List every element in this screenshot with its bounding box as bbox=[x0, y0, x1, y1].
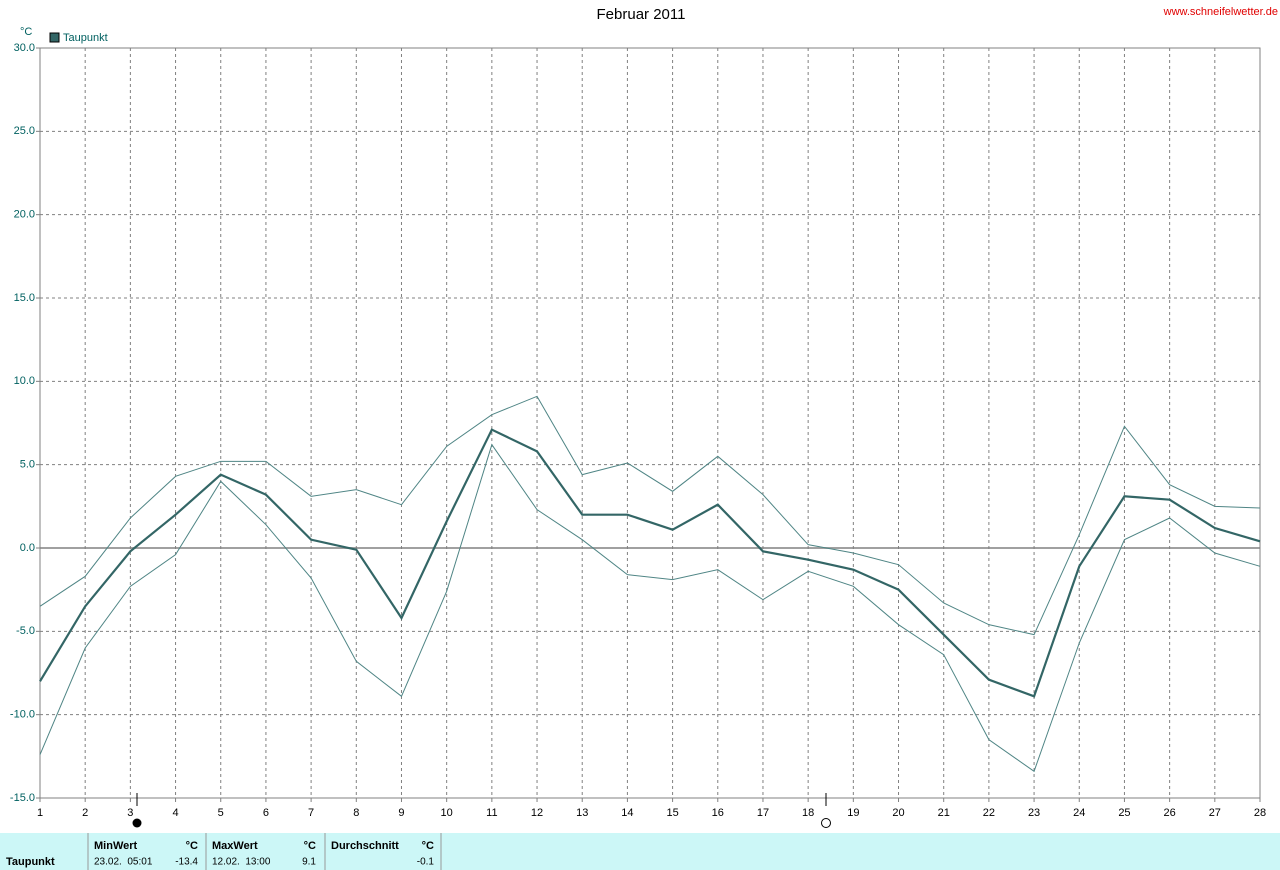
x-tick-label: 27 bbox=[1209, 807, 1221, 819]
new-moon-icon bbox=[821, 818, 831, 828]
x-tick-label: 22 bbox=[983, 807, 995, 819]
cell-time: 23.02. 05:01 bbox=[94, 857, 153, 868]
column-header: MaxWert bbox=[212, 840, 258, 852]
column-unit: °C bbox=[422, 840, 434, 852]
x-tick-label: 18 bbox=[802, 807, 814, 819]
x-tick-label: 2 bbox=[82, 807, 88, 819]
range-line bbox=[39, 395, 1261, 636]
source: www.schneifelwetter.de bbox=[1163, 6, 1278, 18]
x-tick-label: 28 bbox=[1254, 807, 1266, 819]
range-line bbox=[39, 443, 1261, 773]
column-unit: °C bbox=[186, 840, 198, 852]
x-tick-label: 11 bbox=[486, 807, 497, 819]
y-tick-label: 0.0 bbox=[20, 542, 35, 554]
y-tick-label: 10.0 bbox=[14, 375, 35, 387]
x-tick-label: 16 bbox=[712, 807, 724, 819]
column-unit: °C bbox=[304, 840, 316, 852]
x-tick-label: 10 bbox=[441, 807, 453, 819]
cell-value: -0.1 bbox=[417, 857, 435, 868]
chart-title: Februar 2011 bbox=[597, 6, 686, 23]
x-tick-label: 20 bbox=[892, 807, 904, 819]
y-tick-label: 25.0 bbox=[14, 125, 35, 137]
column-header: MinWert bbox=[94, 840, 138, 852]
cell-time: 12.02. 13:00 bbox=[212, 857, 271, 868]
y-tick-label: 5.0 bbox=[20, 459, 35, 471]
column-header: Durchschnitt bbox=[331, 840, 399, 852]
y-tick-label: 15.0 bbox=[14, 292, 35, 304]
legend-swatch bbox=[49, 32, 60, 43]
stats-table bbox=[0, 833, 1280, 870]
x-tick-label: 21 bbox=[938, 807, 950, 819]
cell-value: 9.1 bbox=[302, 857, 316, 868]
x-tick-label: 7 bbox=[308, 807, 314, 819]
x-tick-label: 24 bbox=[1073, 807, 1085, 819]
x-tick-label: 13 bbox=[576, 807, 588, 819]
x-tick-label: 8 bbox=[353, 807, 359, 819]
y-tick-label: 30.0 bbox=[14, 42, 35, 54]
x-tick-label: 3 bbox=[127, 807, 133, 819]
x-tick-label: 25 bbox=[1118, 807, 1130, 819]
x-tick-label: 26 bbox=[1164, 807, 1176, 819]
x-tick-label: 14 bbox=[621, 807, 633, 819]
full-moon-icon bbox=[132, 818, 142, 828]
x-tick-label: 12 bbox=[531, 807, 543, 819]
y-tick-label: 20.0 bbox=[14, 209, 35, 221]
y-unit: °C bbox=[20, 26, 32, 38]
x-tick-label: 19 bbox=[847, 807, 859, 819]
legend-label: Taupunkt bbox=[63, 32, 108, 44]
x-tick-label: 23 bbox=[1028, 807, 1040, 819]
x-tick-label: 6 bbox=[263, 807, 269, 819]
y-tick-label: -10.0 bbox=[10, 709, 35, 721]
row-label: Taupunkt bbox=[6, 856, 55, 868]
y-tick-label: -5.0 bbox=[16, 625, 35, 637]
y-tick-label: -15.0 bbox=[10, 792, 35, 804]
x-tick-label: 15 bbox=[666, 807, 678, 819]
x-tick-label: 4 bbox=[172, 807, 178, 819]
x-tick-label: 5 bbox=[218, 807, 224, 819]
cell-value: -13.4 bbox=[175, 857, 198, 868]
x-tick-label: 1 bbox=[37, 807, 43, 819]
x-tick-label: 17 bbox=[757, 807, 769, 819]
series-line bbox=[39, 428, 1261, 698]
x-tick-label: 9 bbox=[398, 807, 404, 819]
